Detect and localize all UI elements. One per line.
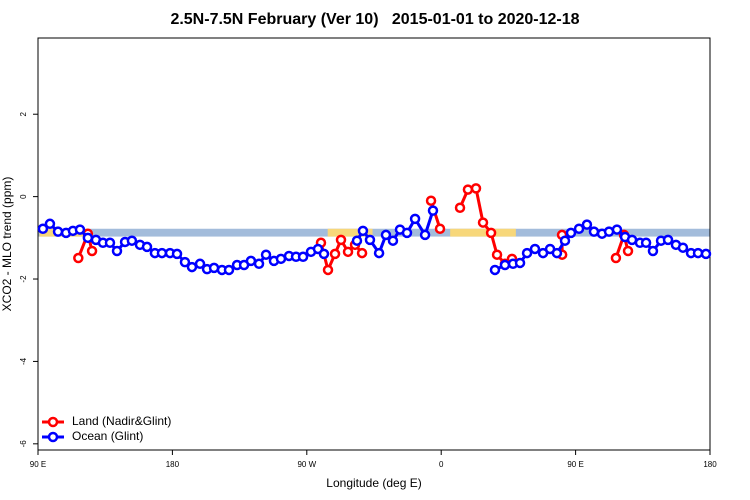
land-band [327, 228, 373, 237]
data-point [419, 229, 431, 241]
data-point [462, 184, 474, 195]
data-point [156, 247, 168, 259]
data-point [44, 218, 56, 230]
data-point [73, 252, 84, 264]
legend-marker [47, 416, 59, 428]
data-point [318, 248, 330, 260]
x-tick-label: 90 W [297, 460, 316, 469]
data-point [387, 235, 399, 246]
x-tick-label: 180 [703, 460, 717, 469]
data-point [611, 224, 623, 235]
y-axis-label: XCO2 - MLO trend (ppm) [0, 177, 14, 312]
data-point [489, 264, 501, 276]
data-point [700, 248, 712, 260]
data-point [223, 264, 235, 276]
data-point [171, 248, 183, 260]
land-band [450, 228, 516, 237]
data-point [573, 223, 585, 235]
data-point [186, 261, 198, 273]
ocean-band [38, 228, 710, 237]
data-point [357, 225, 369, 237]
y-tick-label: -2 [19, 275, 28, 283]
data-point [342, 246, 354, 258]
data-point [111, 245, 123, 257]
data-point [37, 223, 49, 235]
y-tick-label: -4 [19, 357, 28, 365]
data-point [565, 227, 577, 239]
data-point [491, 249, 503, 260]
data-point [434, 223, 446, 235]
data-point [194, 258, 206, 270]
y-tick-label: 0 [19, 194, 28, 199]
x-tick-label: 0 [439, 460, 444, 469]
data-point [179, 256, 191, 268]
data-point [521, 247, 533, 259]
data-point [351, 235, 363, 246]
data-point [470, 183, 482, 194]
data-point [425, 195, 437, 206]
data-point [245, 255, 257, 267]
data-point [427, 205, 439, 216]
data-point [559, 235, 571, 246]
x-tick-label: 90 E [30, 460, 46, 469]
y-tick-label: -6 [19, 440, 28, 448]
chart-title: 2.5N-7.5N February (Ver 10) 2015-01-01 t… [170, 11, 579, 28]
data-point [677, 242, 689, 253]
data-point [104, 237, 116, 249]
data-point [622, 245, 634, 257]
data-point [581, 219, 593, 230]
data-point [662, 234, 674, 246]
x-axis-label: Longitude (deg E) [326, 476, 421, 490]
data-point [356, 247, 368, 259]
data-point [529, 243, 541, 255]
data-point [82, 232, 94, 244]
data-point [647, 245, 659, 257]
data-point [329, 248, 341, 260]
data-point [588, 226, 600, 237]
data-point [52, 226, 64, 237]
y-tick-label: 2 [19, 111, 28, 116]
data-point [126, 235, 138, 246]
data-point [74, 224, 86, 235]
data-point [253, 258, 265, 270]
data-point [514, 257, 526, 269]
data-point [260, 249, 272, 260]
data-point [380, 229, 392, 241]
data-point [640, 237, 652, 249]
data-point [141, 241, 153, 253]
data-point [322, 264, 334, 276]
data-point [373, 247, 385, 259]
legend-marker [47, 431, 59, 443]
data-point [499, 259, 511, 271]
legend-label: Land (Nadir&Glint) [72, 414, 171, 428]
data-point [409, 213, 421, 225]
x-tick-label: 180 [166, 460, 180, 469]
data-point [454, 202, 466, 213]
data-point [86, 245, 98, 257]
data-point [610, 252, 622, 264]
data-point [297, 251, 309, 263]
data-point [364, 234, 376, 246]
data-point [335, 234, 347, 246]
data-point [485, 227, 497, 239]
x-tick-label: 90 E [567, 460, 583, 469]
legend-label: Ocean (Glint) [72, 429, 143, 443]
data-point [275, 253, 287, 265]
plot-frame [37, 37, 711, 451]
data-point [477, 217, 489, 228]
data-point [551, 247, 563, 259]
data-point [401, 227, 413, 239]
